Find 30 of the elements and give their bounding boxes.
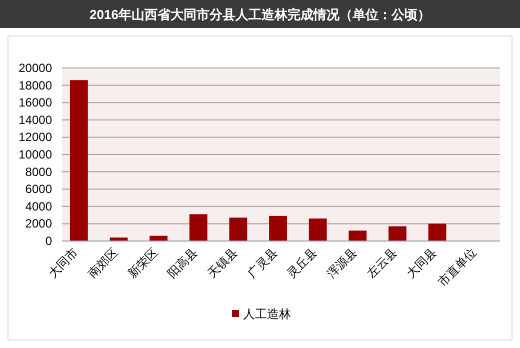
- bar: [348, 230, 367, 241]
- y-tick-label: 6000: [25, 182, 52, 196]
- x-tick-label: 灵丘县: [284, 245, 320, 281]
- y-tick-label: 10000: [18, 148, 52, 162]
- y-tick-label: 14000: [18, 112, 52, 127]
- bar: [428, 224, 446, 241]
- bar: [388, 226, 406, 241]
- y-tick-label: 16000: [18, 96, 52, 110]
- x-tick-label: 大同市: [45, 245, 81, 281]
- y-tick-label: 8000: [25, 164, 52, 179]
- bar: [229, 218, 248, 241]
- x-tick-label: 左云县: [364, 245, 400, 281]
- x-tick-label: 南郊区: [85, 245, 121, 281]
- y-tick-label: 12000: [18, 130, 52, 144]
- bar: [70, 80, 88, 241]
- x-tick-label: 浑源县: [324, 245, 360, 281]
- x-tick-label: 天镇县: [204, 245, 240, 281]
- bar: [189, 214, 208, 241]
- y-tick-label: 4000: [25, 199, 52, 214]
- y-tick-label: 20000: [18, 61, 52, 75]
- bar: [269, 216, 287, 241]
- legend-label: 人工造林: [243, 307, 291, 321]
- y-tick-label: 0: [45, 234, 52, 248]
- chart-title: 2016年山西省大同市分县人工造林完成情况（单位：公顷）: [90, 7, 430, 22]
- x-tick-label: 广灵县: [244, 245, 280, 281]
- y-tick-label: 18000: [18, 78, 52, 92]
- x-tick-label: 新荣区: [125, 245, 160, 281]
- y-tick-label: 2000: [25, 216, 52, 231]
- x-tick-label: 阳高县: [164, 245, 200, 281]
- bar: [308, 218, 327, 241]
